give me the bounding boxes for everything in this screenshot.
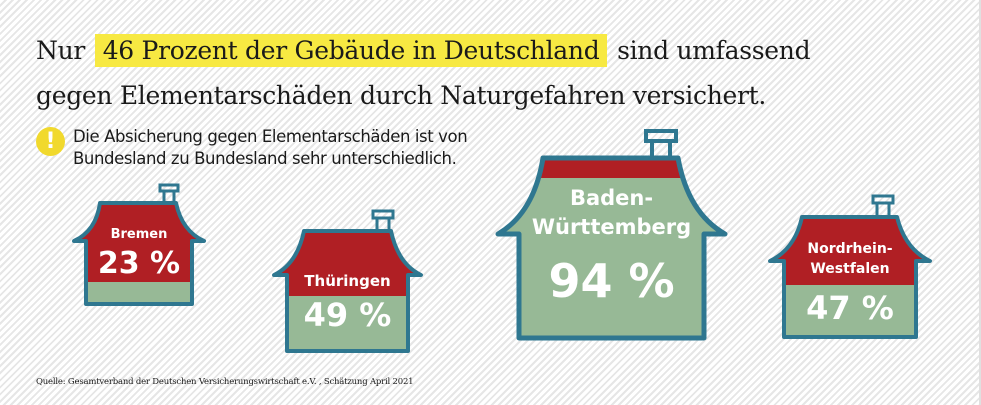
house-percent: 23 %	[97, 246, 181, 281]
headline-suffix: sind umfassend	[617, 36, 811, 65]
note-line2: Bundesland zu Bundesland sehr unterschie…	[73, 149, 457, 168]
headline-highlight: 46 Prozent der Gebäude in Deutschland	[94, 34, 608, 67]
headline-prefix: Nur	[36, 36, 86, 65]
house-bremen: Bremen 23 %	[70, 183, 208, 308]
note: ! Die Absicherung gegen Elementarschäden…	[36, 126, 468, 170]
house-label: Bremen	[110, 227, 168, 242]
house-label-line2: Westfalen	[810, 261, 890, 277]
house-icon	[72, 183, 206, 306]
headline-line2: gegen Elementarschäden durch Naturgefahr…	[36, 81, 767, 110]
house-icon	[495, 129, 728, 341]
house-nordrhein-westfalen: Nordrhein- Westfalen 47 %	[766, 193, 934, 341]
house-percent: 94 %	[548, 254, 675, 308]
headline: Nur 46 Prozent der Gebäude in Deutschlan…	[36, 28, 936, 118]
note-line1: Die Absicherung gegen Elementarschäden i…	[73, 127, 468, 146]
exclamation-icon: !	[36, 127, 65, 156]
house-label-line2: Württemberg	[531, 215, 692, 239]
house-label: Thüringen	[304, 272, 391, 290]
house-label-line1: Baden-	[569, 186, 654, 210]
house-percent: 49 %	[303, 296, 392, 334]
house-percent: 47 %	[806, 289, 894, 327]
source-note: Quelle: Gesamtverband der Deutschen Vers…	[36, 377, 414, 387]
house-icon	[768, 194, 932, 339]
house-icon	[272, 209, 423, 353]
house-baden-wuerttemberg: Baden- Württemberg 94 %	[494, 128, 729, 344]
right-border	[979, 0, 981, 405]
house-thueringen: Thüringen 49 %	[270, 208, 425, 355]
house-label-line1: Nordrhein-	[807, 241, 893, 257]
